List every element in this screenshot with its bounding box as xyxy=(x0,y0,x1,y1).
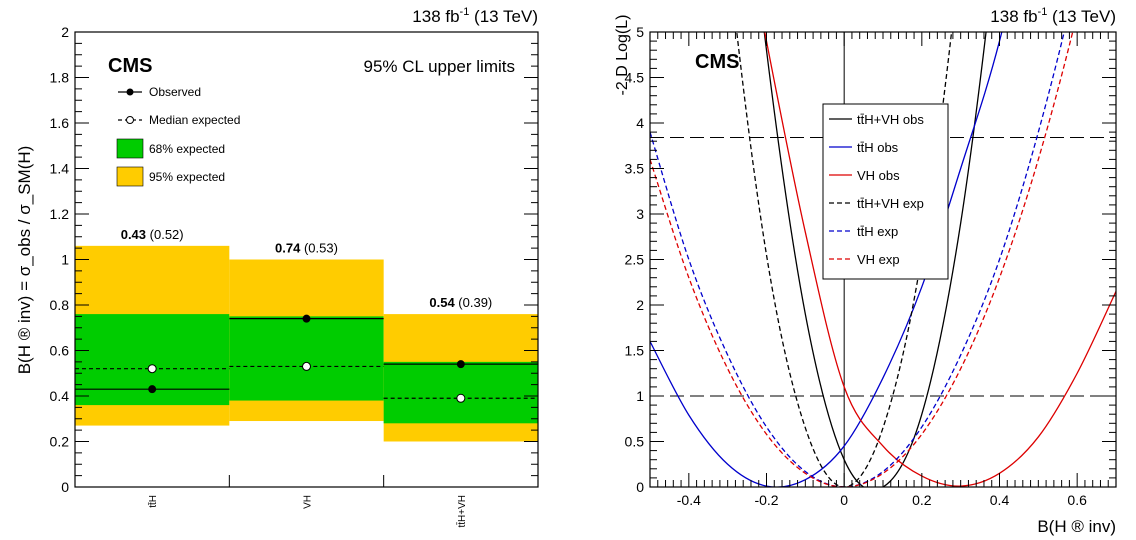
right-cms-label: CMS xyxy=(695,51,739,73)
left-lumi-label: 138 fb-1 (13 TeV) xyxy=(412,6,538,26)
x-tick-label: 0 xyxy=(840,492,848,508)
x-category-label: tt̄H xyxy=(147,495,159,508)
y-tick-label: 1 xyxy=(636,388,644,404)
legend-label: tt̄H+VH obs xyxy=(857,112,924,127)
y-tick-label: 1.2 xyxy=(50,206,70,222)
legend-label: tt̄H obs xyxy=(857,140,899,155)
y-tick-label: 1.5 xyxy=(625,343,645,359)
y-tick-label: 1.6 xyxy=(50,115,70,131)
legend-observed-label: Observed xyxy=(149,85,201,99)
x-tick-label: 0.2 xyxy=(912,492,932,508)
observed-marker xyxy=(303,315,311,323)
legend-label: tt̄H exp xyxy=(857,224,898,239)
y-tick-label: 0 xyxy=(61,479,69,495)
legend-label: VH obs xyxy=(857,168,900,183)
y-tick-label: 3 xyxy=(636,206,644,222)
right-y-axis-label: -2 D Log(L) xyxy=(614,15,631,96)
left-legend: Observed Median expected 68% expected 95… xyxy=(117,85,240,186)
legend-label: VH exp xyxy=(857,252,900,267)
legend-68-label: 68% expected xyxy=(149,142,225,156)
y-tick-label: 1.8 xyxy=(50,70,70,86)
legend-95-label: 95% expected xyxy=(149,170,225,184)
y-tick-label: 0.8 xyxy=(50,297,70,313)
band68-bar xyxy=(384,362,538,423)
expected-marker xyxy=(303,362,311,370)
y-tick-label: 0.4 xyxy=(50,388,70,404)
y-tick-label: 2 xyxy=(61,24,69,40)
right-x-axis-label: B(H ® inv) xyxy=(1037,517,1116,536)
left-chart-heading: 95% CL upper limits xyxy=(364,57,516,76)
right-lumi-label: 138 fb-1 (13 TeV) xyxy=(990,6,1116,26)
legend-expected-marker xyxy=(127,117,134,124)
x-tick-label: 0.4 xyxy=(990,492,1010,508)
expected-marker xyxy=(148,365,156,373)
left-y-axis-label: B(H ® inv) = σ_obs / σ_SM(H) xyxy=(15,146,34,375)
band68-bar xyxy=(229,316,383,400)
legend-observed-marker xyxy=(127,89,134,96)
y-tick-label: 5 xyxy=(636,24,644,40)
expected-marker xyxy=(457,394,465,402)
y-tick-label: 4 xyxy=(636,115,644,131)
observed-marker xyxy=(457,360,465,368)
y-tick-label: 3.5 xyxy=(625,161,645,177)
left-limits-chart: 0 0.2 0.4 0.6 0.8 1 1.2 1.4 1.6 1.8 2 tt̄H VH tt̄H+V… xyxy=(15,6,538,528)
y-tick-label: 0.2 xyxy=(50,434,70,450)
legend-label: tt̄H+VH exp xyxy=(857,196,924,211)
y-tick-label: 2 xyxy=(636,297,644,313)
y-tick-label: 0 xyxy=(636,479,644,495)
y-tick-label: 1 xyxy=(61,252,69,268)
legend-95-swatch xyxy=(117,167,143,186)
observed-marker xyxy=(148,385,156,393)
right-nll-chart: 00.511.522.533.544.55 -0.4 -0.2 0 0.2 0.4 0.6… xyxy=(614,0,1116,536)
legend-expected-label: Median expected xyxy=(149,113,240,127)
limit-value-label: 0.74 (0.53) xyxy=(275,241,338,256)
x-category-label: tt̄H+VH xyxy=(456,495,468,528)
limit-value-label: 0.54 (0.39) xyxy=(429,295,492,310)
left-cms-label: CMS xyxy=(108,55,152,77)
y-tick-label: 0.5 xyxy=(625,434,645,450)
x-category-label: VH xyxy=(303,495,314,509)
legend-68-swatch xyxy=(117,139,143,158)
x-tick-label: -0.2 xyxy=(754,492,778,508)
right-legend: tt̄H+VH obs tt̄H obs VH obs tt̄H+VH exp tt̄H… xyxy=(823,104,948,279)
x-tick-label: 0.6 xyxy=(1067,492,1087,508)
y-tick-label: 0.6 xyxy=(50,343,70,359)
x-tick-label: -0.4 xyxy=(677,492,701,508)
y-tick-label: 1.4 xyxy=(50,161,70,177)
limit-value-label: 0.43 (0.52) xyxy=(121,227,184,242)
y-tick-label: 2.5 xyxy=(625,252,645,268)
